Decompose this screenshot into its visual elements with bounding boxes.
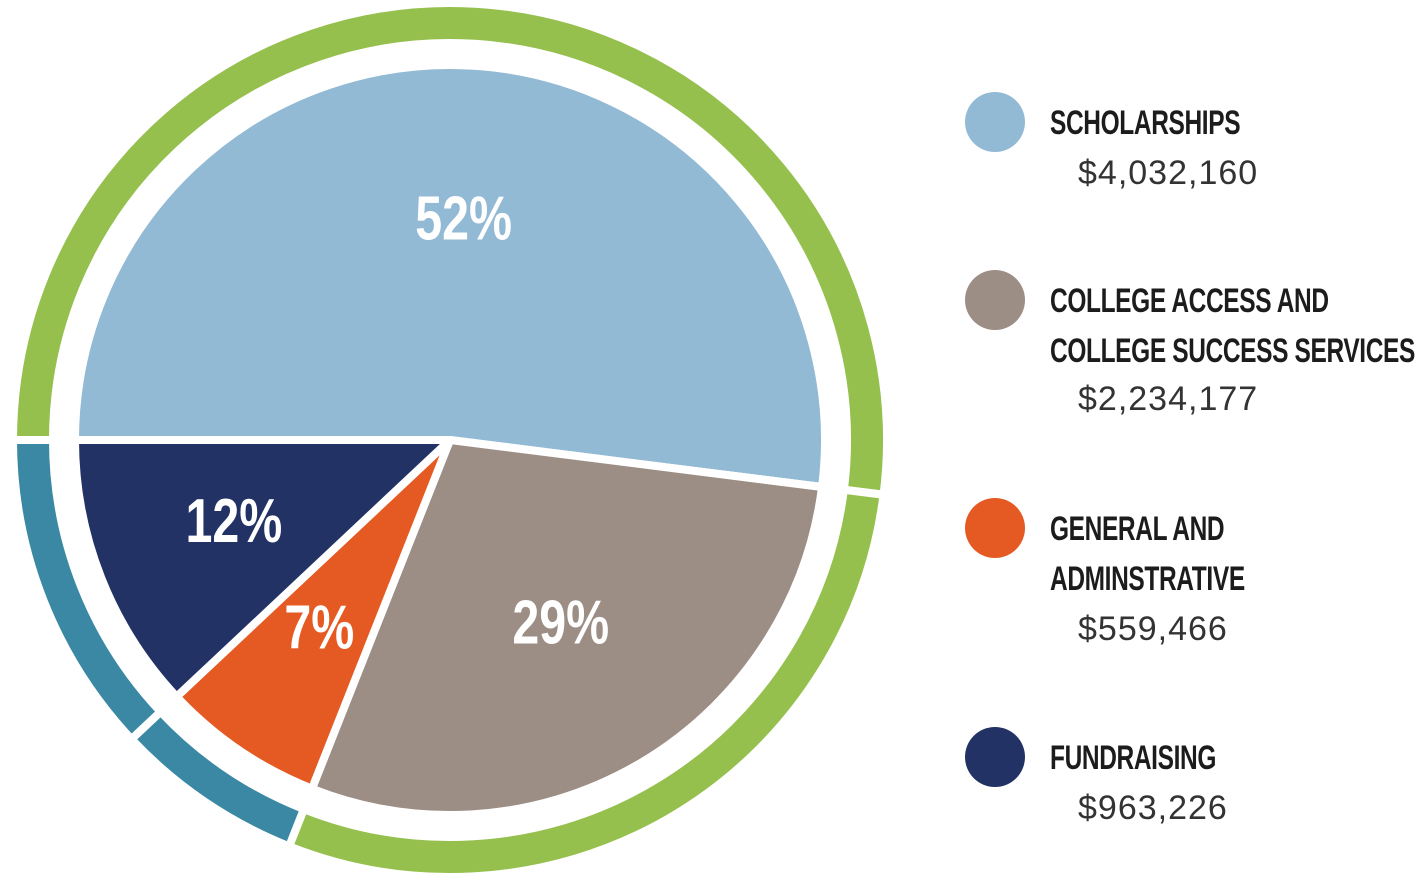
slice-label: 7% bbox=[284, 593, 354, 662]
legend-swatch bbox=[965, 92, 1025, 152]
pie-ring-segment bbox=[8, 436, 167, 745]
legend-swatch bbox=[965, 270, 1025, 330]
chart: 52% 29% 7%12% bbox=[8, 3, 887, 877]
pie-slice bbox=[71, 436, 454, 701]
pie-slice bbox=[307, 436, 827, 819]
legend-label: GENERAL AND ADMINSTRATIVE bbox=[1050, 510, 1245, 598]
slice-label: 29% bbox=[512, 588, 609, 657]
pie-slice bbox=[172, 436, 454, 793]
legend-swatch bbox=[965, 727, 1025, 787]
legend-label: FUNDRAISING bbox=[1050, 739, 1217, 777]
legend-amount: $559,466 bbox=[1078, 610, 1228, 648]
legend-swatch bbox=[965, 498, 1025, 558]
legend-amount: $963,226 bbox=[1078, 789, 1228, 827]
pie-slice bbox=[71, 61, 829, 491]
slice-label: 52% bbox=[415, 184, 512, 253]
legend-label: SCHOLARSHIPS bbox=[1050, 104, 1241, 142]
legend-label: COLLEGE ACCESS AND COLLEGE SUCCESS SERVI… bbox=[1050, 282, 1415, 370]
legend-amount: $4,032,160 bbox=[1078, 154, 1259, 192]
slice-label: 12% bbox=[185, 486, 282, 555]
legend-amount: $2,234,177 bbox=[1078, 380, 1259, 418]
